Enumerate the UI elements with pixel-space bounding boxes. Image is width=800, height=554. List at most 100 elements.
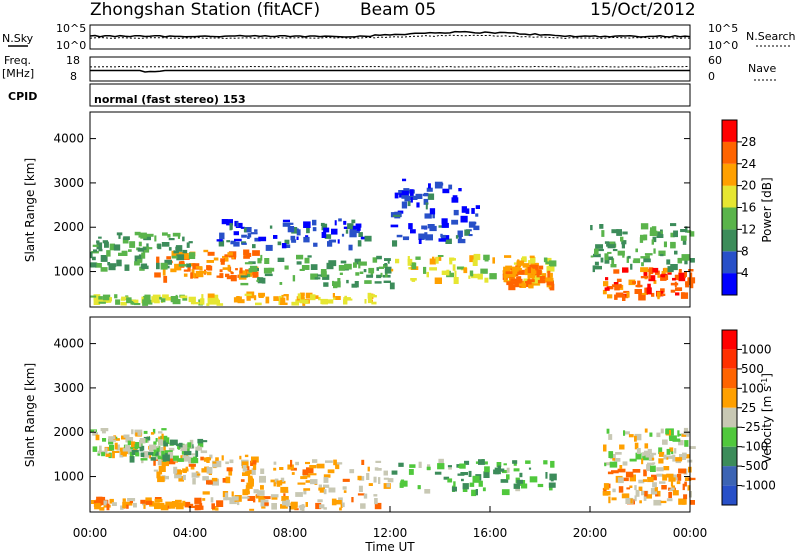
power-cell <box>627 255 631 259</box>
velocity-cell <box>133 448 138 451</box>
velocity-cell <box>659 481 666 484</box>
power-cell <box>469 255 475 263</box>
velocity-cell <box>315 502 322 510</box>
velocity-cell <box>153 469 158 472</box>
velocity-cell <box>668 492 672 499</box>
velocity-cell <box>309 465 317 469</box>
velocity-cell <box>673 474 677 477</box>
velocity-cell <box>461 478 464 482</box>
velocity-cell <box>155 451 159 456</box>
power-cell <box>116 232 123 236</box>
velocity-cell <box>619 444 625 450</box>
power-cell <box>401 190 409 198</box>
power-cell <box>376 255 382 260</box>
power-cell <box>162 269 166 276</box>
velocity-colorbar-cell <box>722 330 737 350</box>
velocity-cell <box>634 433 642 441</box>
velocity-cell <box>690 500 695 505</box>
velocity-cell <box>273 461 277 465</box>
power-cell <box>219 232 225 240</box>
velocity-cell <box>687 485 691 491</box>
power-cell <box>472 259 478 266</box>
velocity-cell <box>323 474 331 478</box>
velocity-cell <box>323 477 329 483</box>
velocity-cell <box>290 502 297 510</box>
velocity-cell <box>271 503 277 510</box>
velocity-cell <box>137 432 142 436</box>
power-cell <box>432 256 435 261</box>
power-cell <box>469 270 474 277</box>
velocity-cell <box>622 461 628 466</box>
velocity-cell <box>158 456 165 460</box>
power-cell <box>226 219 233 226</box>
power-cell <box>258 292 265 297</box>
velocity-cell <box>237 501 240 506</box>
power-cell <box>322 274 330 280</box>
velocity-cell <box>630 498 633 504</box>
power-cell <box>528 284 533 288</box>
velocity-cell <box>163 443 166 451</box>
velocity-cell <box>177 458 184 462</box>
power-cell <box>152 294 161 298</box>
power-cell <box>526 280 532 287</box>
velocity-cell <box>625 497 634 504</box>
power-cell <box>218 240 225 247</box>
power-cell <box>439 182 444 186</box>
power-cell <box>535 264 539 271</box>
power-cell <box>646 287 652 295</box>
power-cell <box>163 275 168 283</box>
velocity-cell <box>276 480 281 487</box>
velocity-cell <box>656 432 661 438</box>
power-cell <box>518 283 526 287</box>
velocity-cell <box>200 456 204 461</box>
power-cell <box>343 220 347 225</box>
velocity-cell <box>626 487 631 490</box>
x-axis-label: Time UT <box>364 540 415 554</box>
power-cell <box>514 267 521 270</box>
velocity-cell <box>302 469 309 475</box>
power-cell <box>672 277 676 281</box>
power-cell <box>162 232 168 236</box>
power-cell <box>235 268 238 271</box>
power-cell <box>682 240 687 245</box>
power-cell <box>252 250 260 256</box>
velocity-cell <box>629 474 636 482</box>
power-cell <box>128 249 132 252</box>
velocity-cell <box>225 461 229 465</box>
power-cell <box>207 297 216 305</box>
power-cell <box>229 228 232 231</box>
velocity-cell <box>240 479 245 482</box>
velocity-cell <box>127 440 131 446</box>
power-cell <box>539 276 544 281</box>
velocity-cell <box>661 485 667 490</box>
power-cell <box>395 258 400 264</box>
velocity-cell <box>274 478 279 485</box>
velocity-cell <box>153 441 157 445</box>
velocity-cell <box>161 433 164 441</box>
power-ytick-label: 4000 <box>53 132 84 146</box>
power-cell <box>317 274 322 277</box>
velocity-cell <box>607 471 614 475</box>
velocity-cell <box>157 460 162 466</box>
power-cell <box>249 265 258 272</box>
power-cell <box>247 233 252 238</box>
power-cell <box>595 244 603 249</box>
velocity-cell <box>245 488 250 493</box>
velocity-cell <box>478 459 485 465</box>
power-cell <box>594 265 602 270</box>
power-cell <box>441 270 448 275</box>
velocity-cell <box>608 451 614 458</box>
power-cell <box>678 272 685 280</box>
power-cell <box>186 242 190 248</box>
x-tick-label: 12:00 <box>373 526 408 540</box>
power-cell <box>207 251 215 256</box>
power-cell <box>457 230 463 237</box>
velocity-cell <box>175 470 182 475</box>
velocity-cell <box>159 447 165 453</box>
power-cell <box>384 266 392 274</box>
power-cell <box>463 267 468 274</box>
velocity-ylabel: Slant Range [km] <box>23 363 37 467</box>
power-cell <box>604 257 610 264</box>
power-cell <box>460 215 468 223</box>
velocity-cell <box>634 485 637 491</box>
